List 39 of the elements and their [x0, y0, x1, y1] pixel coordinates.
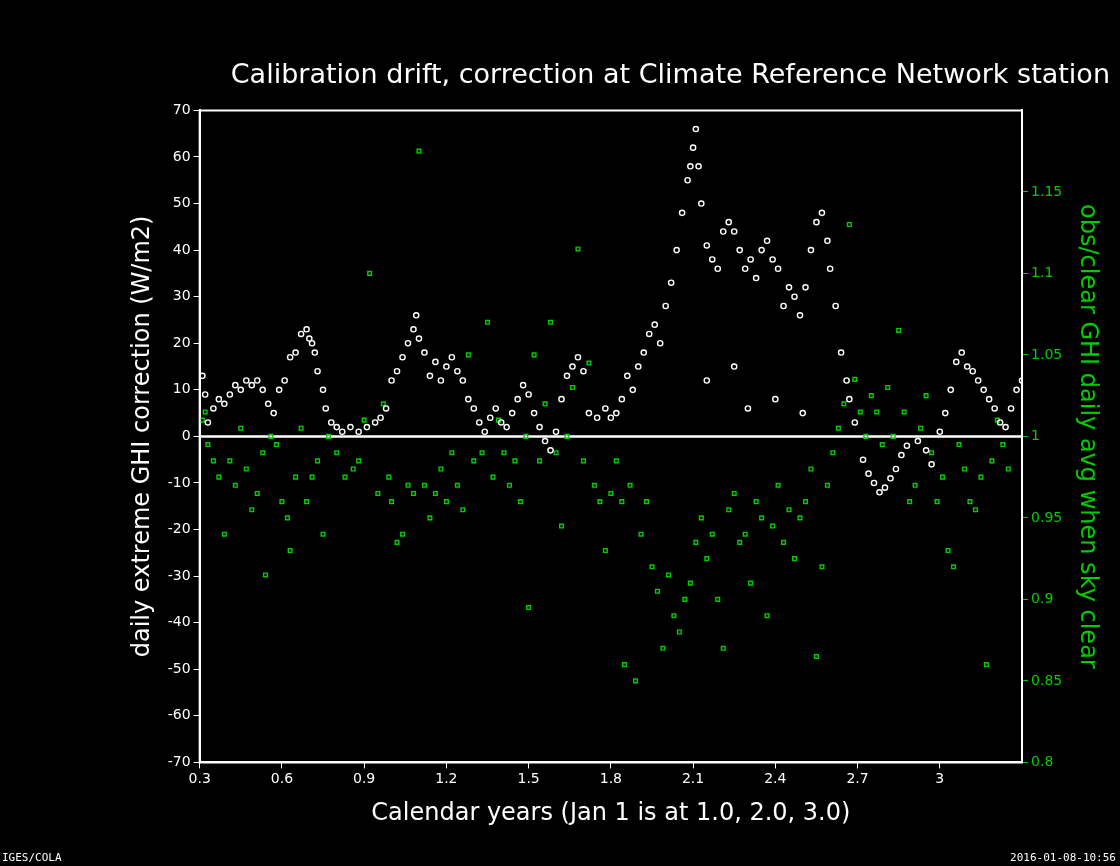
- y2-tick-label: 1.15: [1031, 182, 1063, 199]
- x-tick-label: 3: [935, 770, 945, 787]
- y2-tick-label: 0.95: [1031, 508, 1063, 525]
- y-tick-label: 10: [172, 380, 191, 397]
- y-axis-title: daily extreme GHI correction (W/m2): [126, 215, 155, 658]
- y2-tick-label: 0.9: [1031, 590, 1054, 607]
- y-tick-label: -30: [167, 566, 191, 583]
- y2-axis-title: obs/clear GHI daily avg when sky clear: [1075, 204, 1104, 669]
- x-tick-label: 0.9: [353, 770, 376, 787]
- y-tick-label: 70: [172, 101, 191, 118]
- y-tick-label: 0: [181, 427, 191, 444]
- y-tick-label: 60: [172, 147, 191, 164]
- x-tick-label: 1.5: [517, 770, 540, 787]
- x-tick-label: 1.2: [435, 770, 458, 787]
- chart-title: Calibration drift, correction at Climate Reference Network station: [230, 58, 1110, 90]
- y2-tick-label: 1: [1031, 427, 1040, 444]
- x-tick-label: 0.3: [188, 770, 211, 787]
- text: IGES/COLA: [2, 851, 62, 864]
- y-tick-label: -70: [167, 753, 191, 770]
- x-axis-title: Calendar years (Jan 1 is at 1.0, 2.0, 3.0): [371, 797, 851, 826]
- y2-tick-label: 1.1: [1031, 264, 1054, 281]
- y-tick-label: 40: [172, 240, 191, 257]
- y-tick-label: -60: [167, 706, 191, 723]
- y-tick-label: -10: [167, 473, 191, 490]
- x-tick-label: 1.8: [599, 770, 622, 787]
- y-tick-label: 50: [172, 194, 191, 211]
- text: 2016-01-08-10:56: [1010, 851, 1116, 864]
- y-tick-label: 30: [172, 287, 191, 304]
- y-tick-label: 20: [172, 333, 191, 350]
- x-tick-label: 2.7: [846, 770, 869, 787]
- x-tick-label: 2.1: [681, 770, 705, 787]
- y2-tick-label: 1.05: [1031, 345, 1063, 362]
- x-tick-label: 0.6: [270, 770, 294, 787]
- y-tick-label: -40: [167, 613, 191, 630]
- y2-tick-label: 0.8: [1031, 753, 1054, 770]
- y-tick-label: -20: [167, 520, 191, 537]
- y-tick-label: -50: [167, 659, 191, 676]
- x-tick-label: 2.4: [764, 770, 787, 787]
- y2-tick-label: 0.85: [1031, 671, 1063, 688]
